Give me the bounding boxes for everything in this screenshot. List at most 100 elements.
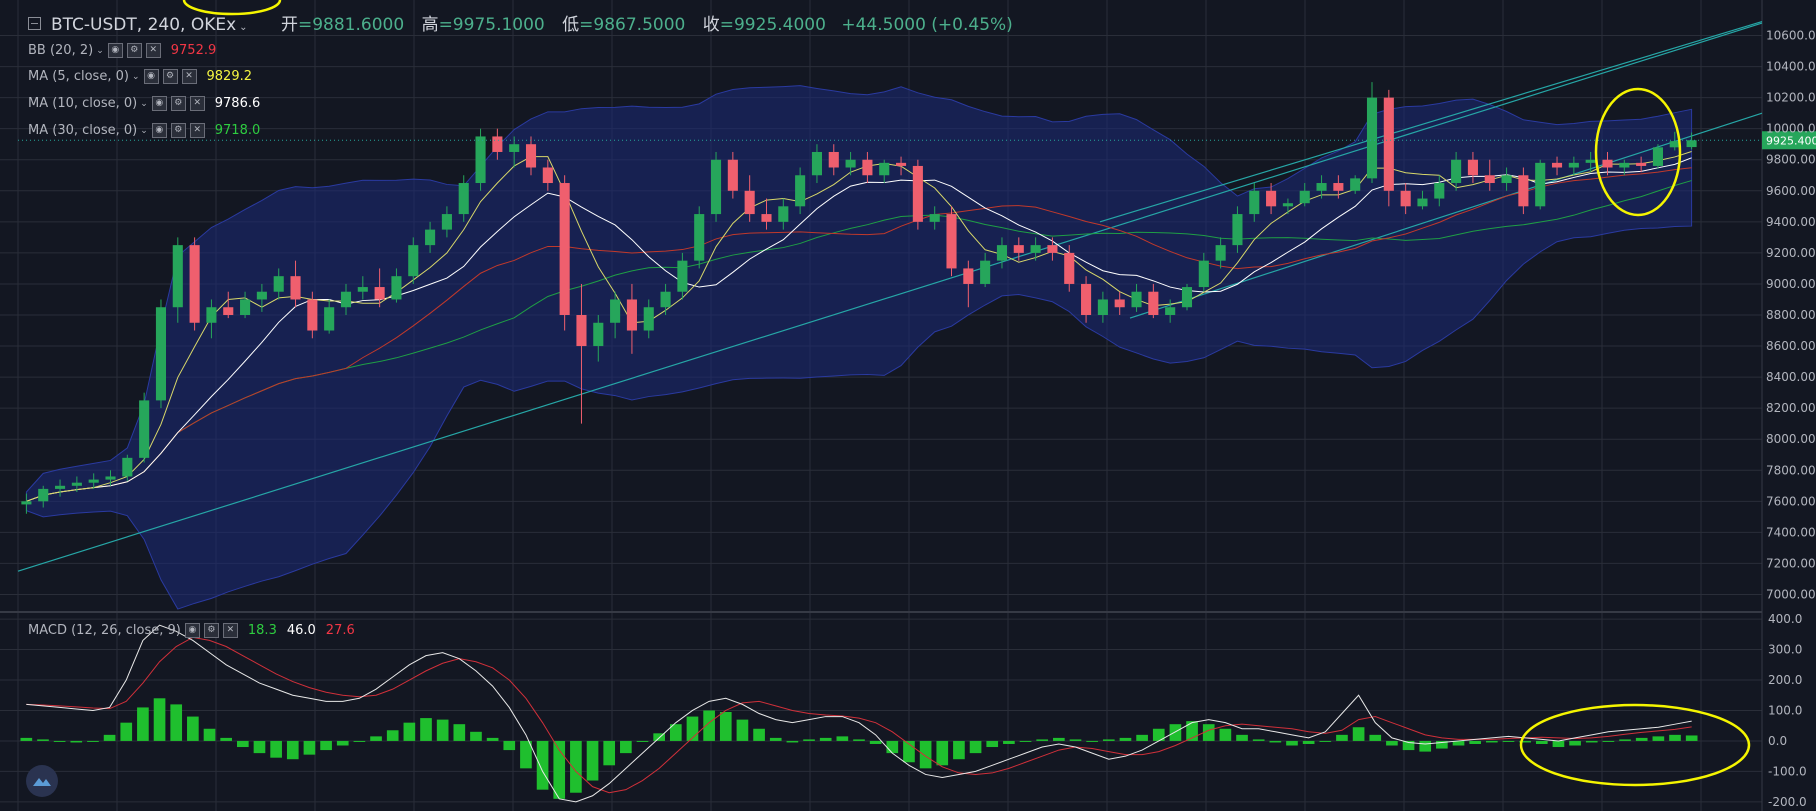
- macd-histogram-bar: [137, 707, 149, 741]
- price-tick-label: 10400.00: [1766, 60, 1816, 74]
- candle-body: [21, 501, 32, 505]
- close-label: 收: [702, 15, 720, 35]
- trendline-channel-upper: [1099, 20, 1763, 223]
- macd-histogram-bar: [1436, 740, 1448, 749]
- macd-tick-label: 400.0: [1768, 612, 1802, 626]
- low-value: =9867.5000: [579, 15, 686, 35]
- macd-histogram-bar: [686, 716, 699, 741]
- brand-logo-icon[interactable]: [26, 765, 58, 797]
- settings-icon[interactable]: ⚙: [203, 623, 219, 638]
- macd-histogram-bar: [653, 733, 665, 741]
- candle-body: [408, 245, 419, 277]
- candle-body: [1081, 283, 1092, 315]
- candle-body: [1064, 252, 1075, 284]
- close-icon[interactable]: ✕: [181, 69, 197, 84]
- annotation-circle-price: [1594, 87, 1682, 217]
- indicator-ma30-legend[interactable]: MA (30, close, 0) ⌄ ◉ ⚙ ✕ 9718.0: [28, 123, 261, 138]
- macd-histogram-bar: [919, 740, 932, 769]
- candle-body: [1047, 245, 1058, 253]
- visibility-icon[interactable]: ◉: [184, 623, 200, 638]
- candle-body: [206, 307, 217, 323]
- bollinger-band: [25, 85, 1693, 610]
- macd-histogram-bar: [1685, 735, 1698, 741]
- settings-icon[interactable]: ⚙: [162, 69, 178, 84]
- candle-body: [677, 260, 688, 292]
- candle-body: [122, 457, 133, 477]
- macd-signal-line: [26, 636, 1692, 794]
- close-icon[interactable]: ✕: [189, 123, 205, 138]
- macd-histogram-bar: [1602, 740, 1615, 742]
- candle-body: [610, 299, 621, 323]
- macd-histogram-bar: [486, 737, 499, 741]
- candle-body: [1215, 245, 1226, 261]
- macd-legend[interactable]: MACD (12, 26, close, 9) ◉ ⚙ ✕ 18.3 46.0 27…: [28, 623, 355, 638]
- candle-body: [980, 260, 991, 284]
- macd-histogram-bar: [969, 740, 982, 754]
- macd-histogram-bar: [386, 730, 399, 741]
- candle-body: [1501, 175, 1512, 184]
- macd-histogram-bar: [70, 740, 83, 743]
- close-icon[interactable]: ✕: [189, 96, 205, 111]
- macd-histogram-bar: [836, 736, 849, 741]
- macd-histogram-bar: [1286, 740, 1298, 746]
- candle-body: [374, 287, 385, 300]
- indicator-name: MA (30, close, 0): [28, 123, 138, 138]
- candle-body: [761, 214, 772, 222]
- candle-body: [155, 307, 167, 401]
- candle-body: [1282, 203, 1293, 207]
- candle-body: [391, 276, 402, 300]
- macd-histogram-bar: [886, 740, 899, 754]
- candle-body: [492, 136, 503, 152]
- candle-body: [1131, 291, 1142, 308]
- macd-histogram-bar: [53, 740, 66, 742]
- macd-histogram-bar: [1186, 721, 1198, 741]
- settings-icon[interactable]: ⚙: [170, 96, 186, 111]
- last-price-badge: [1762, 131, 1816, 150]
- candle-body: [290, 276, 301, 300]
- settings-icon[interactable]: ⚙: [170, 123, 186, 138]
- macd-histogram-bar: [1452, 740, 1465, 746]
- candle-body: [1484, 175, 1495, 184]
- macd-histogram-bar: [986, 740, 999, 748]
- candle-body: [542, 167, 553, 184]
- price-tick-label: 10000.00: [1766, 122, 1816, 136]
- macd-histogram-bar: [87, 740, 99, 742]
- candle-body: [1165, 307, 1176, 315]
- candle-body: [1148, 291, 1159, 315]
- indicator-ma5-legend[interactable]: MA (5, close, 0) ⌄ ◉ ⚙ ✕ 9829.2: [28, 69, 252, 84]
- candle-body: [189, 245, 200, 323]
- symbol-dropdown-icon[interactable]: ⌄: [239, 22, 248, 33]
- visibility-icon[interactable]: ◉: [107, 43, 123, 58]
- settings-icon[interactable]: ⚙: [126, 43, 142, 58]
- price-tick-label: 8000.00: [1766, 432, 1816, 446]
- visibility-icon[interactable]: ◉: [151, 123, 167, 138]
- collapse-icon[interactable]: [28, 17, 41, 30]
- macd-histogram-bar: [1152, 728, 1165, 741]
- close-icon[interactable]: ✕: [145, 43, 161, 58]
- macd-histogram-bar: [370, 736, 382, 741]
- macd-histogram-bar: [1053, 737, 1065, 741]
- macd-histogram-bar: [669, 724, 682, 741]
- visibility-icon[interactable]: ◉: [143, 69, 159, 84]
- price-tick-label: 8200.00: [1766, 401, 1816, 415]
- candle-body: [896, 162, 907, 166]
- candle-body: [71, 482, 82, 486]
- indicator-ma10-legend[interactable]: MA (10, close, 0) ⌄ ◉ ⚙ ✕ 9786.6: [28, 96, 261, 111]
- macd-histogram-bar: [1619, 739, 1631, 741]
- close-icon[interactable]: ✕: [222, 623, 238, 638]
- candle-body: [1652, 147, 1663, 166]
- visibility-icon[interactable]: ◉: [151, 96, 167, 111]
- candle-body: [38, 488, 49, 502]
- macd-signal-value: 27.6: [325, 623, 355, 638]
- macd-histogram-bar: [220, 737, 232, 741]
- macd-histogram-bar: [1386, 740, 1398, 746]
- indicator-bb-legend[interactable]: BB (20, 2) ⌄ ◉ ⚙ ✕ 9752.9: [28, 43, 217, 58]
- macd-histogram-bar: [236, 740, 249, 748]
- macd-histogram-bar: [753, 728, 765, 741]
- price-tick-label: 7000.00: [1766, 587, 1816, 601]
- symbol-label[interactable]: BTC-USDT, 240, OKEx: [51, 15, 237, 35]
- macd-histogram-bar: [1036, 739, 1049, 741]
- macd-tick-label: 200.0: [1768, 673, 1802, 687]
- candle-body: [1232, 214, 1243, 246]
